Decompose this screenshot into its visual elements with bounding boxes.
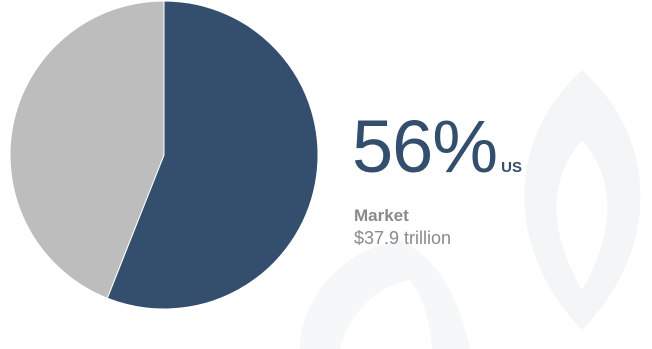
caption-value: $37.9 trillion bbox=[354, 228, 452, 249]
pie-slice-1 bbox=[9, 0, 165, 299]
headline-suffix: US bbox=[501, 159, 522, 176]
headline-percent: 56% bbox=[352, 105, 498, 188]
headline-stat: 56% US bbox=[352, 110, 522, 184]
pie-slice-0 bbox=[106, 0, 319, 310]
caption-label: Market bbox=[354, 206, 409, 225]
stat-caption: Market $37.9 trillion bbox=[354, 205, 451, 250]
